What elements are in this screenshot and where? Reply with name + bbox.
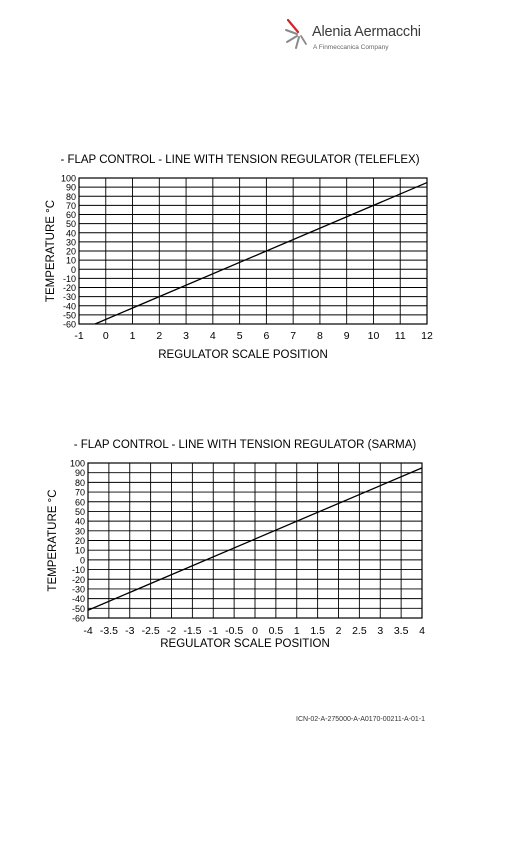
x-tick-label: -2.5 [142, 625, 160, 637]
x-tick-label: -1 [209, 625, 218, 637]
logo-name: Alenia Aermacchi [312, 24, 421, 40]
y-tick-label: 10 [75, 546, 85, 556]
x-tick-label: -1.5 [183, 625, 201, 637]
y-tick-label: 80 [75, 478, 85, 488]
x-axis-label: REGULATOR SCALE POSITION [158, 349, 328, 361]
y-tick-label: -20 [63, 283, 76, 293]
x-tick-label: 4 [419, 625, 425, 637]
x-tick-label: 5 [237, 330, 243, 342]
y-axis-label: TEMPERATURE °C [47, 489, 59, 591]
y-tick-label: 30 [75, 526, 85, 536]
y-tick-label: 0 [80, 555, 85, 565]
y-tick-label: 60 [66, 210, 76, 220]
y-tick-label: -20 [72, 575, 85, 585]
y-tick-label: 40 [66, 228, 76, 238]
y-tick-label: -60 [72, 614, 85, 624]
x-tick-label: 1 [130, 330, 136, 342]
chart-title: - FLAP CONTROL - LINE WITH TENSION REGUL… [74, 439, 417, 451]
x-axis-label: REGULATOR SCALE POSITION [160, 638, 330, 650]
x-tick-label: 3 [377, 625, 383, 637]
y-tick-label: -50 [72, 604, 85, 614]
x-tick-label: 8 [317, 330, 323, 342]
x-tick-label: -2 [167, 625, 176, 637]
chart-title: - FLAP CONTROL - LINE WITH TENSION REGUL… [60, 154, 419, 166]
x-tick-label: 0 [103, 330, 109, 342]
y-tick-label: -10 [63, 274, 76, 284]
chart-teleflex-svg: - FLAP CONTROL - LINE WITH TENSION REGUL… [45, 154, 433, 361]
plot-frame [78, 177, 428, 325]
y-tick-label: 50 [66, 219, 76, 229]
x-tick-label: 1.5 [310, 625, 325, 637]
x-tick-label: 2.5 [352, 625, 367, 637]
y-tick-label: -30 [72, 584, 85, 594]
y-tick-label: 100 [70, 459, 85, 469]
x-tick-label: -4 [83, 625, 92, 637]
series-line [94, 181, 428, 325]
y-tick-label: -40 [63, 301, 76, 311]
x-tick-label: 4 [210, 330, 216, 342]
x-tick-label: 10 [368, 330, 380, 342]
logo-tagline: A Finmeccanica Company [313, 44, 389, 51]
x-tick-label: 3 [183, 330, 189, 342]
y-tick-label: 50 [75, 507, 85, 517]
chart-sarma: - FLAP CONTROL - LINE WITH TENSION REGUL… [0, 435, 510, 655]
x-tick-label: -3.5 [100, 625, 118, 637]
y-tick-label: 70 [75, 488, 85, 498]
y-tick-label: -40 [72, 594, 85, 604]
x-tick-label: 6 [263, 330, 269, 342]
y-tick-label: 20 [66, 247, 76, 257]
chart-teleflex: - FLAP CONTROL - LINE WITH TENSION REGUL… [0, 150, 510, 370]
plot-frame [87, 462, 423, 619]
y-tick-label: 0 [71, 265, 76, 275]
y-tick-label: -30 [63, 292, 76, 302]
icn-reference: ICN-02-A-275000-A-A0170-00211-A-01-1 [296, 716, 426, 723]
y-axis-label: TEMPERATURE °C [45, 200, 57, 302]
y-tick-label: 80 [66, 192, 76, 202]
x-tick-label: 1 [294, 625, 300, 637]
y-tick-label: 90 [75, 468, 85, 478]
y-tick-label: 30 [66, 237, 76, 247]
x-tick-label: -3 [125, 625, 134, 637]
series-line [87, 467, 423, 611]
x-tick-label: 9 [344, 330, 350, 342]
x-tick-label: 3.5 [394, 625, 409, 637]
x-tick-label: 12 [421, 330, 433, 342]
company-logo: Alenia Aermacchi A Finmeccanica Company [284, 16, 434, 60]
y-tick-label: 10 [66, 256, 76, 266]
x-tick-label: -1 [74, 330, 83, 342]
y-tick-label: -60 [63, 320, 76, 330]
y-tick-label: 70 [66, 201, 76, 211]
chart-sarma-svg: - FLAP CONTROL - LINE WITH TENSION REGUL… [47, 439, 425, 650]
y-tick-label: 100 [61, 174, 76, 184]
x-tick-label: 7 [290, 330, 296, 342]
x-tick-label: 2 [156, 330, 162, 342]
y-tick-label: -10 [72, 565, 85, 575]
x-tick-label: 0.5 [269, 625, 284, 637]
y-tick-label: -50 [63, 310, 76, 320]
x-tick-label: 11 [395, 330, 406, 342]
alenia-star-icon [285, 18, 307, 49]
x-tick-label: 0 [252, 625, 258, 637]
x-tick-label: -0.5 [225, 625, 243, 637]
y-tick-label: 40 [75, 517, 85, 527]
y-tick-label: 60 [75, 497, 85, 507]
y-tick-label: 20 [75, 536, 85, 546]
x-tick-label: 2 [336, 625, 342, 637]
y-tick-label: 90 [66, 183, 76, 193]
